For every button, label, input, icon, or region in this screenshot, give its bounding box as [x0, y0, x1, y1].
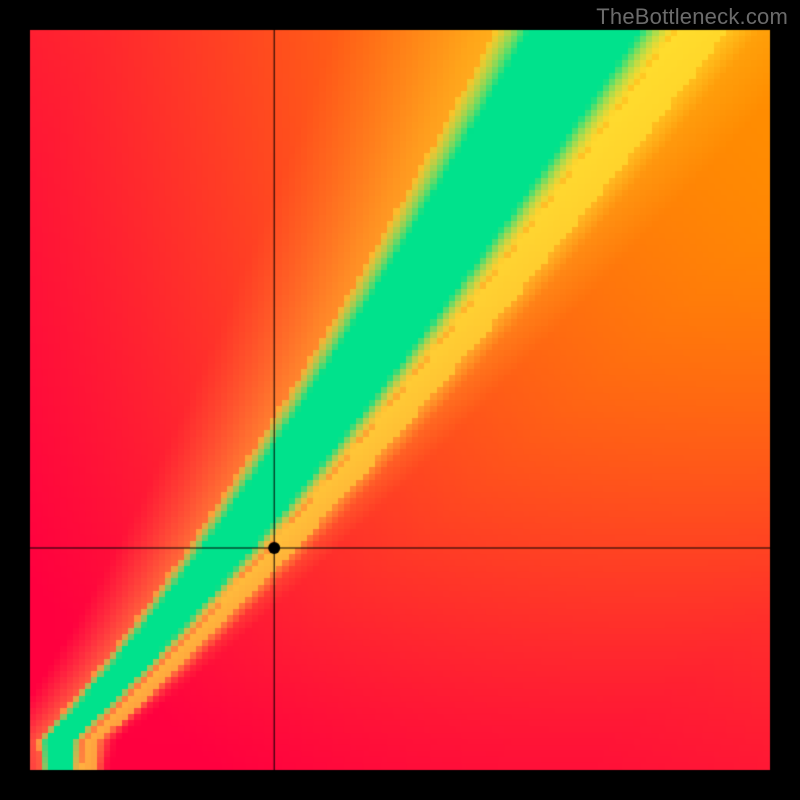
heatmap-canvas [0, 0, 800, 800]
watermark-text: TheBottleneck.com [596, 4, 788, 30]
chart-container: TheBottleneck.com [0, 0, 800, 800]
